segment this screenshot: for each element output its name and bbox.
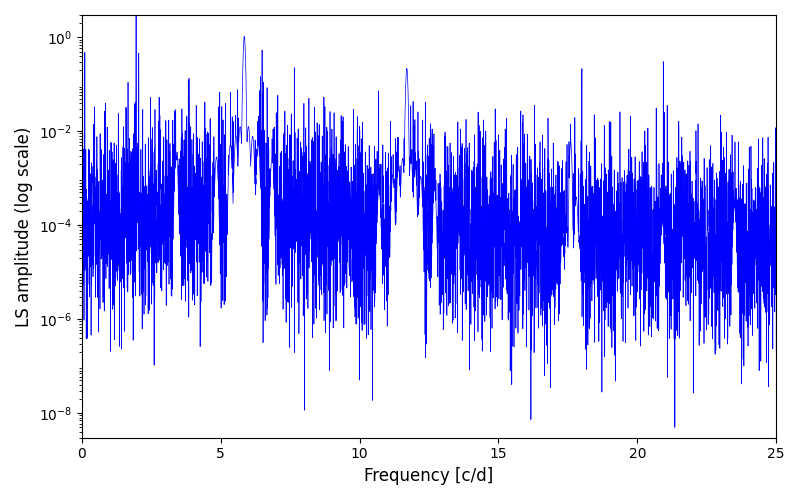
X-axis label: Frequency [c/d]: Frequency [c/d] — [364, 467, 494, 485]
Y-axis label: LS amplitude (log scale): LS amplitude (log scale) — [15, 126, 33, 326]
